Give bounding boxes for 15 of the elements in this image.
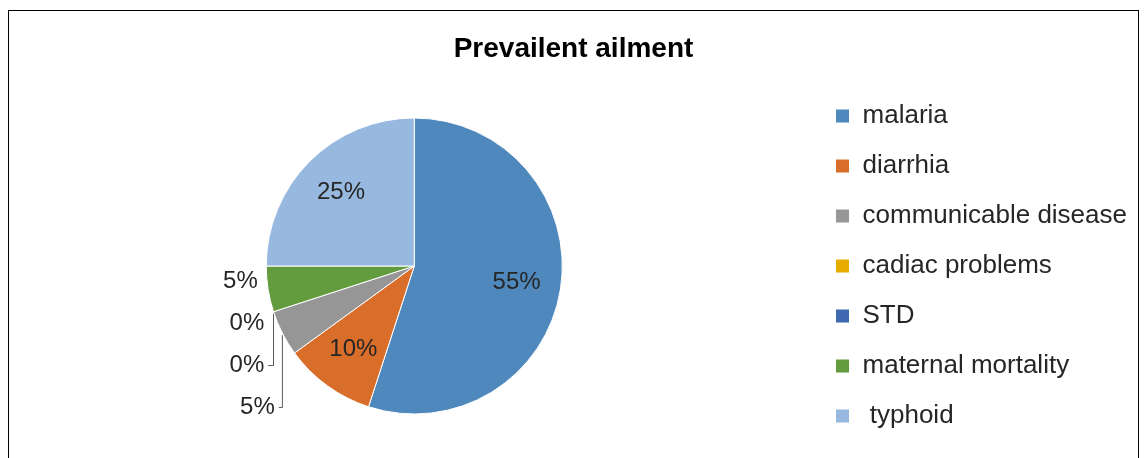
data-label: 5% — [240, 392, 275, 420]
text: 0% — [229, 350, 265, 378]
legend-label: cadiac problems — [862, 249, 1052, 280]
data-label: 55% — [492, 266, 541, 294]
legend-label: maternal mortality — [862, 349, 1070, 380]
legend-label: STD — [862, 299, 915, 330]
legend-label: communicable disease — [862, 199, 1127, 230]
legend-label: malaria — [862, 99, 949, 130]
data-label: 10% — [329, 334, 378, 362]
chart-title: Prevailent ailment — [452, 31, 695, 65]
data-label: 5% — [223, 266, 258, 294]
legend-label: typhoid — [862, 399, 954, 430]
text: 0% — [229, 308, 265, 336]
legend-label: diarrhia — [862, 149, 950, 180]
data-label: 25% — [316, 177, 366, 205]
